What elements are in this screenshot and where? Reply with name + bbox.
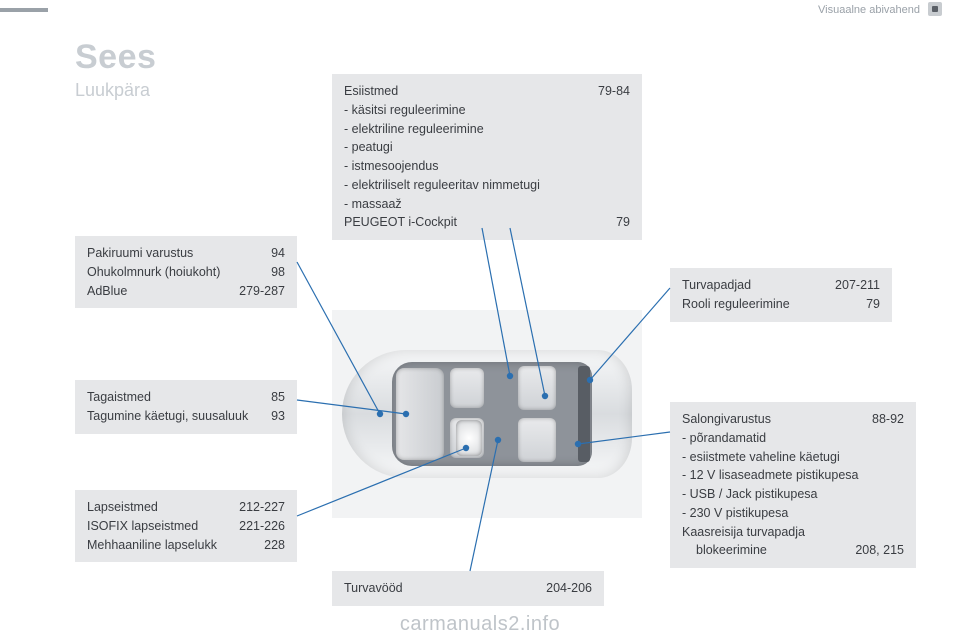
rear-seat-left xyxy=(450,368,484,408)
pages: 221-226 xyxy=(239,517,285,536)
car-illustration xyxy=(332,310,642,518)
page-subtitle: Luukpära xyxy=(75,80,150,101)
bullet: esiistmete vaheline käetugi xyxy=(682,448,904,467)
front-seat-left xyxy=(518,366,556,410)
watermark: carmanuals2.info xyxy=(0,613,960,636)
box-belts: Turvavööd 204-206 xyxy=(332,571,604,606)
interior-bullets: põrandamatid esiistmete vaheline käetugi… xyxy=(682,429,904,523)
pages: 93 xyxy=(271,407,285,426)
pages: 79-84 xyxy=(598,82,630,101)
label: Pakiruumi varustus xyxy=(87,244,193,263)
box-front-seats: Esiistmed 79-84 käsitsi reguleerimine el… xyxy=(332,74,642,240)
label: Esiistmed xyxy=(344,82,398,101)
pages: 212-227 xyxy=(239,498,285,517)
bullet: 12 V lisaseadmete pistikupesa xyxy=(682,466,904,485)
front-seat-right xyxy=(518,418,556,462)
bullet: USB / Jack pistikupesa xyxy=(682,485,904,504)
label: Lapseistmed xyxy=(87,498,158,517)
bullet: elektriliselt reguleeritav nimmetugi xyxy=(344,176,630,195)
dashboard xyxy=(578,366,590,462)
label: Tagaistmed xyxy=(87,388,151,407)
pages: 207-211 xyxy=(835,276,880,295)
bullet: istmesoojendus xyxy=(344,157,630,176)
pages: 94 xyxy=(271,244,285,263)
pages: 208, 215 xyxy=(855,541,904,560)
label: Turvavööd xyxy=(344,579,403,598)
box-rear-seats: Tagaistmed 85 Tagumine käetugi, suusaluuk… xyxy=(75,380,297,434)
header-bar: Visuaalne abivahend xyxy=(0,0,960,18)
label: AdBlue xyxy=(87,282,127,301)
bullet: põrandamatid xyxy=(682,429,904,448)
pages: 228 xyxy=(264,536,285,555)
bullet: käsitsi reguleerimine xyxy=(344,101,630,120)
label: Turvapadjad xyxy=(682,276,751,295)
manual-page: Visuaalne abivahend Sees Luukpära Esiist… xyxy=(0,0,960,640)
label: PEUGEOT i-Cockpit xyxy=(344,213,457,232)
label: Kaasreisija turvapadja xyxy=(682,523,805,542)
pages: 98 xyxy=(271,263,285,282)
pages: 85 xyxy=(271,388,285,407)
pages: 204-206 xyxy=(546,579,592,598)
label: Mehhaaniline lapselukk xyxy=(87,536,217,555)
pages: 279-287 xyxy=(239,282,285,301)
bullet: elektriline reguleerimine xyxy=(344,120,630,139)
pages: 88-92 xyxy=(872,410,904,429)
label: ISOFIX lapseistmed xyxy=(87,517,198,536)
pages: 79 xyxy=(866,295,880,314)
page-title: Sees xyxy=(75,38,156,77)
label: Ohukolmnurk (hoiukoht) xyxy=(87,263,220,282)
pages: 79 xyxy=(616,213,630,232)
box-child: Lapseistmed 212-227 ISOFIX lapseistmed 221… xyxy=(75,490,297,562)
box-boot: Pakiruumi varustus 94 Ohukolmnurk (hoiuko… xyxy=(75,236,297,308)
front-seats-bullets: käsitsi reguleerimine elektriline regule… xyxy=(344,101,630,214)
label: blokeerimine xyxy=(682,541,767,560)
child-seat-icon xyxy=(456,420,482,456)
section-label: Visuaalne abivahend xyxy=(818,4,920,16)
label: Salongivarustus xyxy=(682,410,771,429)
box-interior: Salongivarustus 88-92 põrandamatid esiis… xyxy=(670,402,916,568)
box-airbags: Turvapadjad 207-211 Rooli reguleerimine 79 xyxy=(670,268,892,322)
bullet: 230 V pistikupesa xyxy=(682,504,904,523)
bullet: massaaž xyxy=(344,195,630,214)
label: Tagumine käetugi, suusaluuk xyxy=(87,407,248,426)
rear-bench xyxy=(396,368,444,460)
page-marker-icon xyxy=(928,2,942,16)
label: Rooli reguleerimine xyxy=(682,295,790,314)
bullet: peatugi xyxy=(344,138,630,157)
